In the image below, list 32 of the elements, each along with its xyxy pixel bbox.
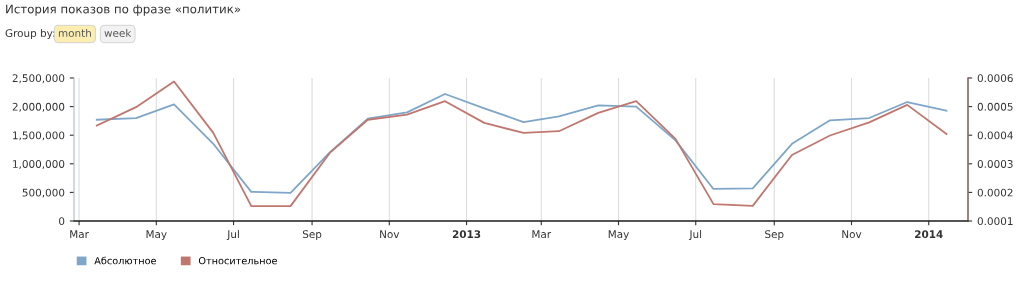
y2-tick-label: 0.0006 (977, 74, 1013, 83)
y2-tick-label: 0.0003 (977, 160, 1013, 168)
y-tick-label: 0 (59, 217, 65, 226)
x-tick-label: 2013 (452, 230, 481, 239)
text: Group by: (5, 28, 55, 40)
y2-tick-label: 0.0002 (977, 188, 1013, 197)
line-series (95, 80, 948, 208)
x-tick-label: Mar (532, 230, 552, 239)
text: month (58, 28, 91, 38)
x-tick-label: Sep (302, 230, 322, 241)
y-tick-label: 2,000,000 (12, 102, 65, 112)
y2-tick-label: 0.0004 (977, 131, 1013, 140)
chart-title: История показов по фразе «политик» (6, 4, 241, 16)
x-tick-label: Nov (380, 230, 400, 239)
text: week (104, 28, 132, 38)
x-tick-label: Jul (226, 230, 239, 241)
x-tick-label: May (608, 230, 629, 241)
x-tick-label: 2014 (915, 230, 943, 239)
x-tick-label: Mar (70, 230, 89, 239)
y-tick-label: 500,000 (22, 188, 65, 198)
line-series (95, 93, 948, 194)
y-tick-label: 1,000,000 (13, 160, 65, 169)
y2-tick-label: 0.0001 (977, 217, 1013, 226)
legend-label: Относительное (198, 257, 277, 265)
y2-tick-label: 0.0005 (977, 102, 1013, 111)
x-tick-label: Jul (688, 230, 702, 241)
legend-label: Абсолютное (94, 256, 157, 265)
x-tick-label: May (146, 230, 167, 241)
x-tick-label: Sep (765, 230, 784, 241)
x-tick-label: Nov (842, 230, 862, 239)
y-tick-label: 2,500,000 (12, 74, 65, 84)
y-tick-label: 1,500,000 (13, 131, 65, 141)
